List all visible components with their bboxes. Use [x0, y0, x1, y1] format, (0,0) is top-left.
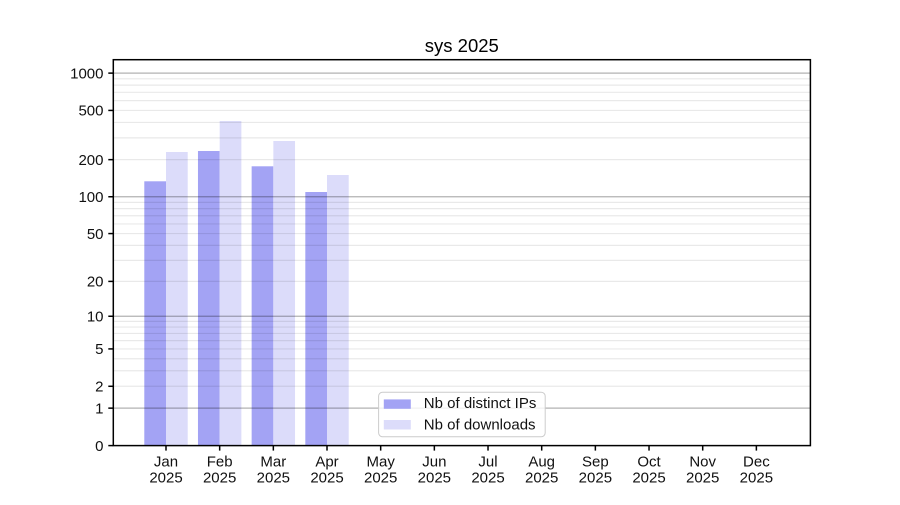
- svg-text:Apr: Apr: [315, 453, 338, 470]
- svg-text:Jul: Jul: [478, 453, 497, 470]
- svg-text:Nb of downloads: Nb of downloads: [424, 416, 536, 433]
- svg-text:sys 2025: sys 2025: [425, 35, 499, 56]
- svg-text:Nb of distinct IPs: Nb of distinct IPs: [424, 395, 537, 412]
- svg-text:1: 1: [95, 400, 103, 417]
- svg-text:2025: 2025: [418, 469, 451, 486]
- svg-text:Jun: Jun: [422, 453, 446, 470]
- svg-text:2025: 2025: [310, 469, 343, 486]
- svg-text:2025: 2025: [740, 469, 773, 486]
- svg-text:10: 10: [87, 308, 104, 325]
- svg-text:2025: 2025: [203, 469, 236, 486]
- svg-text:2025: 2025: [257, 469, 290, 486]
- svg-text:Sep: Sep: [582, 453, 609, 470]
- svg-text:Aug: Aug: [528, 453, 555, 470]
- svg-text:50: 50: [87, 226, 104, 243]
- svg-text:2: 2: [95, 378, 103, 395]
- svg-text:0: 0: [95, 438, 103, 455]
- svg-text:2025: 2025: [525, 469, 558, 486]
- svg-text:100: 100: [78, 189, 103, 206]
- svg-text:1000: 1000: [70, 65, 103, 82]
- svg-text:2025: 2025: [579, 469, 612, 486]
- svg-text:Jan: Jan: [154, 453, 178, 470]
- svg-text:Feb: Feb: [207, 453, 233, 470]
- svg-text:Mar: Mar: [260, 453, 286, 470]
- svg-text:Oct: Oct: [637, 453, 661, 470]
- svg-text:20: 20: [87, 274, 104, 291]
- svg-text:2025: 2025: [686, 469, 719, 486]
- svg-text:Nov: Nov: [689, 453, 716, 470]
- svg-text:500: 500: [78, 103, 103, 120]
- svg-text:5: 5: [95, 341, 103, 358]
- svg-text:Dec: Dec: [743, 453, 770, 470]
- svg-text:2025: 2025: [149, 469, 182, 486]
- svg-text:2025: 2025: [632, 469, 665, 486]
- svg-text:May: May: [367, 453, 396, 470]
- svg-text:2025: 2025: [364, 469, 397, 486]
- svg-text:200: 200: [78, 152, 103, 169]
- svg-text:2025: 2025: [471, 469, 504, 486]
